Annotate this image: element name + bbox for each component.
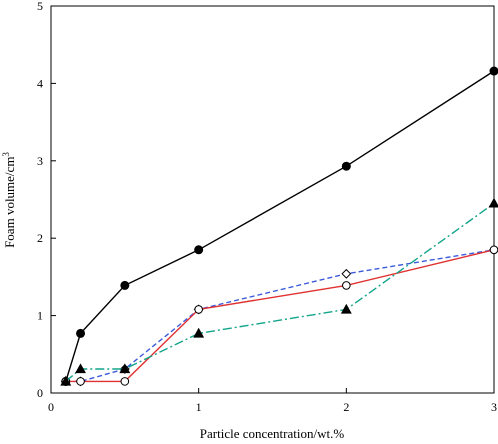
data-point: [340, 303, 352, 314]
data-point: [342, 281, 351, 290]
x-tick-label: 0: [48, 400, 54, 414]
series-3: [61, 245, 498, 386]
x-tick-label: 2: [343, 400, 349, 414]
plot-area-frame: [50, 5, 495, 394]
data-point: [120, 280, 130, 290]
data-point: [120, 377, 130, 386]
data-point: [76, 328, 86, 338]
data-point: [489, 66, 498, 76]
y-tick-label: 2: [37, 231, 43, 245]
series-line: [65, 70, 495, 382]
data-point: [341, 268, 352, 279]
y-tick-label: 4: [37, 76, 43, 90]
series-line: [65, 249, 495, 383]
data-point: [76, 377, 85, 386]
data-point: [60, 375, 72, 386]
series-layer: [60, 66, 498, 387]
data-point: [119, 363, 131, 374]
data-point: [489, 245, 498, 255]
y-tick-label: 5: [37, 0, 43, 13]
data-point: [193, 327, 205, 338]
data-point: [75, 363, 86, 374]
data-point: [194, 245, 204, 255]
series-line: [65, 202, 495, 382]
series-line: [65, 249, 495, 383]
series-4: [60, 197, 498, 386]
data-point: [341, 161, 351, 171]
x-axis-title: Particle concentration/wt.%: [200, 426, 345, 441]
y-tick-label: 1: [37, 309, 43, 323]
y-axis-title: Foam volume/cm3: [1, 152, 17, 248]
series-1: [61, 66, 498, 386]
y-tick-label: 0: [37, 386, 43, 400]
y-axis-title-text: Foam volume/cm: [2, 157, 17, 248]
y-tick-label: 3: [37, 154, 43, 168]
data-point: [194, 305, 203, 314]
axis-ticks: 0 1 2 3 0 1 2 3 4 5: [37, 0, 497, 414]
x-tick-label: 3: [491, 400, 497, 414]
data-point: [488, 197, 498, 208]
series-2: [60, 244, 498, 387]
x-tick-label: 1: [196, 400, 202, 414]
y-axis-title-superscript: 3: [1, 152, 11, 157]
